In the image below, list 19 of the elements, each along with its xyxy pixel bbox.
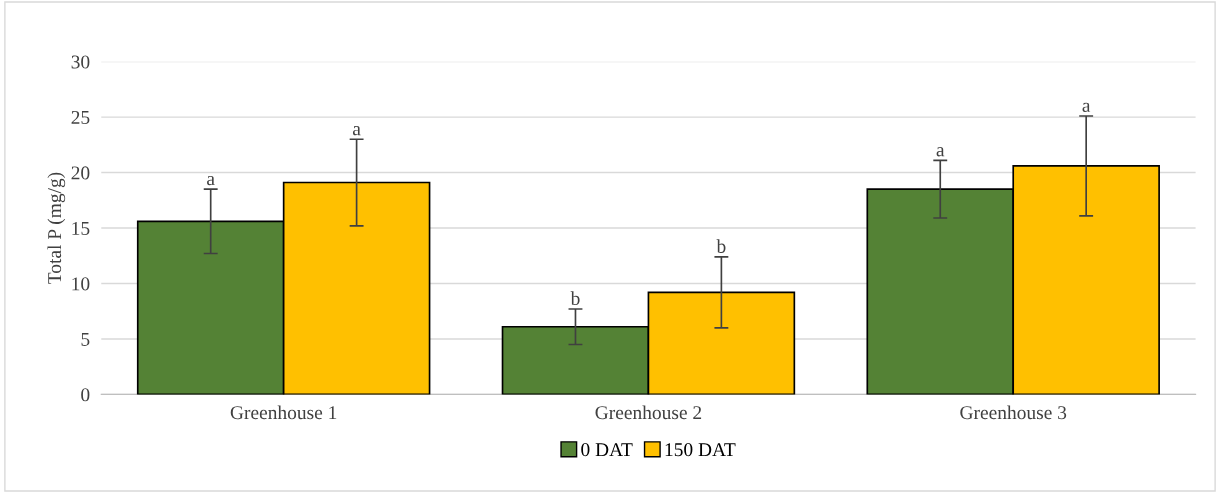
- legend-label: 0 DAT: [581, 443, 633, 457]
- data-label: b: [570, 291, 580, 306]
- y-tick-label: 5: [81, 332, 90, 346]
- y-tick-label: 0: [81, 388, 90, 402]
- data-label: a: [936, 147, 945, 157]
- y-tick-label: 15: [72, 221, 90, 235]
- y-axis-title: Total P (mg/g): [47, 172, 66, 284]
- data-label: b: [716, 239, 726, 253]
- x-tick-label: Greenhouse 1: [230, 405, 337, 420]
- y-tick-label: 20: [71, 166, 90, 180]
- x-tick-label: Greenhouse 2: [595, 405, 702, 420]
- y-tick-label: 30: [71, 55, 90, 69]
- x-tick-label: Greenhouse 3: [960, 405, 1067, 420]
- legend-label: 150 DAT: [665, 443, 736, 457]
- y-tick-label: 10: [72, 277, 90, 291]
- y-tick-label: 25: [71, 110, 90, 125]
- data-label: a: [352, 126, 361, 136]
- data-label: a: [1082, 102, 1091, 113]
- data-label: a: [207, 175, 215, 186]
